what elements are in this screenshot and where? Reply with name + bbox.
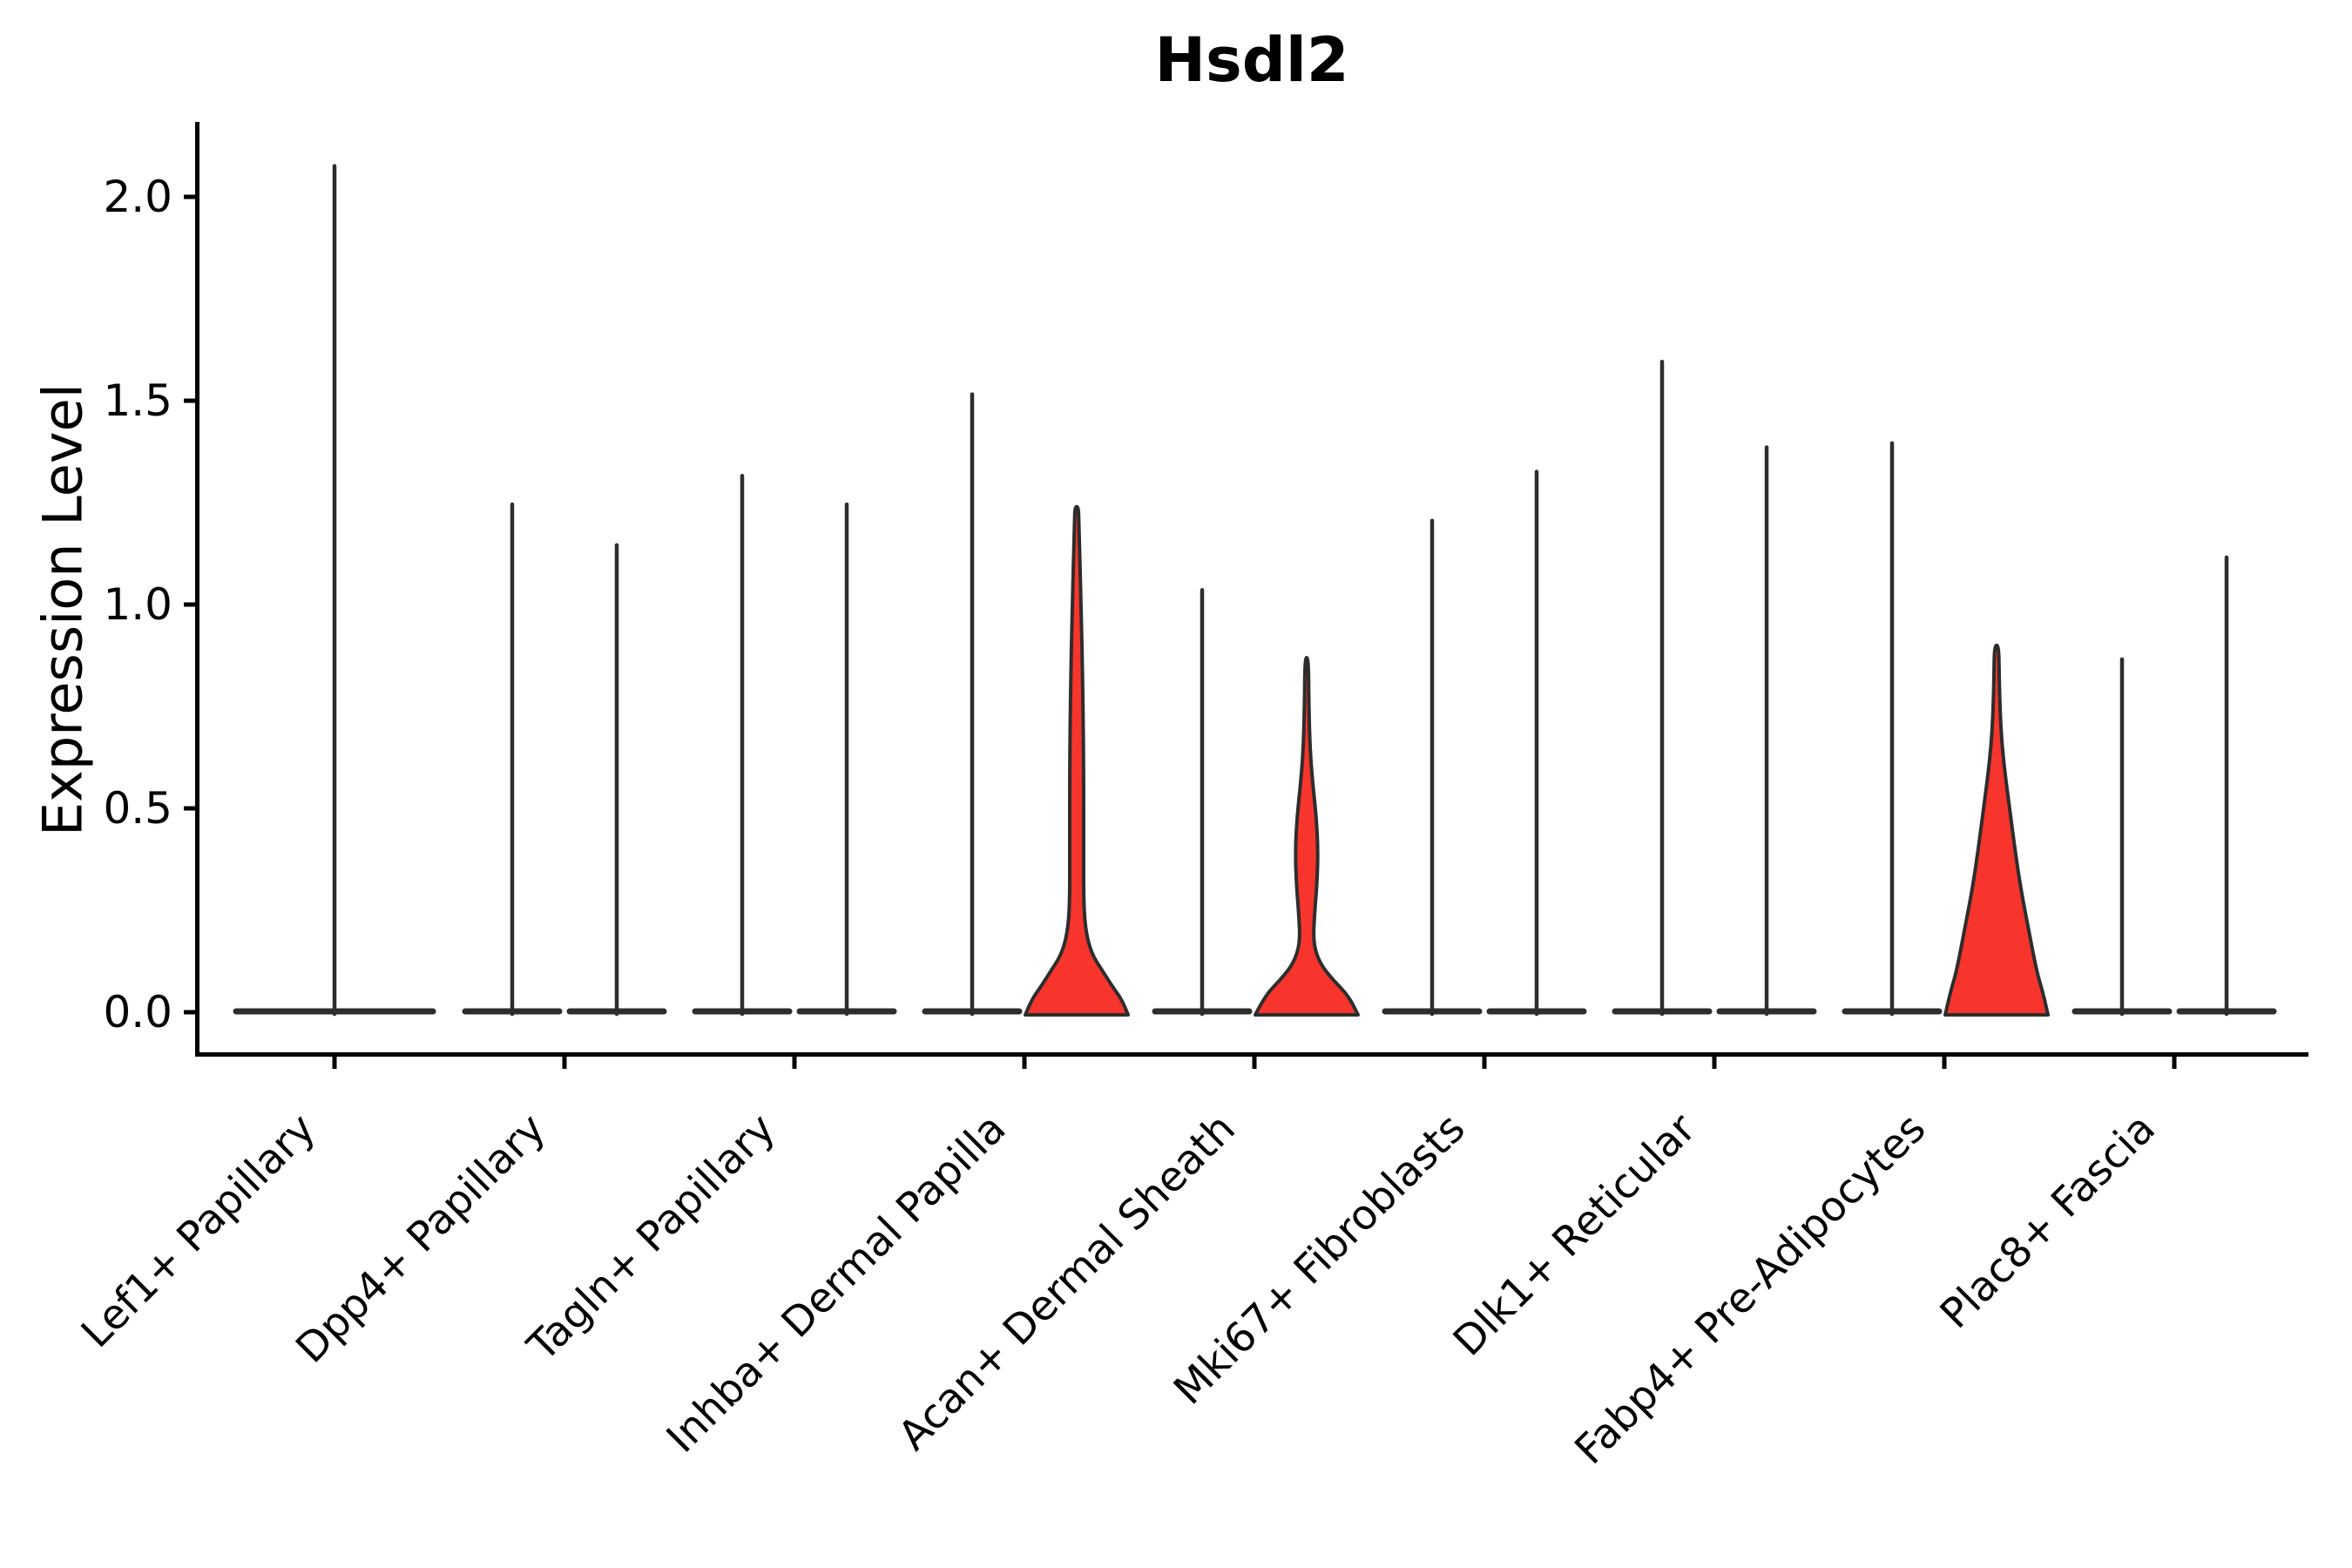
- violin-filled: [1024, 504, 1130, 1017]
- violin-filled: [1254, 655, 1360, 1017]
- violins: [233, 164, 2277, 1017]
- axes: [184, 122, 2308, 1069]
- y-tick-label: 2.0: [103, 172, 172, 222]
- chart-title: Hsdl2: [1154, 24, 1349, 96]
- violin-filled: [1943, 643, 2050, 1017]
- y-tick-label: 1.5: [103, 375, 172, 426]
- y-tick-label: 0.5: [103, 783, 172, 834]
- y-tick-label: 0.0: [103, 987, 172, 1037]
- y-tick-label: 1.0: [103, 579, 172, 630]
